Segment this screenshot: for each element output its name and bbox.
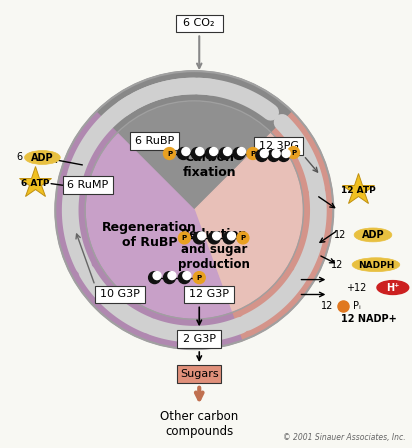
Circle shape	[268, 150, 280, 161]
Text: P: P	[250, 151, 255, 157]
Circle shape	[247, 147, 259, 159]
Text: Carbon
fixation: Carbon fixation	[183, 151, 236, 180]
Text: 10 G3P: 10 G3P	[100, 289, 140, 299]
Circle shape	[178, 232, 190, 244]
FancyBboxPatch shape	[63, 177, 113, 194]
Circle shape	[182, 147, 190, 155]
Circle shape	[256, 150, 268, 161]
Circle shape	[178, 271, 190, 284]
Ellipse shape	[354, 228, 392, 242]
Text: Reduction
and sugar
production: Reduction and sugar production	[178, 228, 250, 271]
Text: P: P	[291, 150, 296, 156]
Circle shape	[205, 147, 217, 159]
Circle shape	[237, 232, 249, 244]
Text: Sugars: Sugars	[180, 369, 218, 379]
Text: Pᵢ: Pᵢ	[353, 302, 361, 311]
Text: P: P	[182, 235, 187, 241]
Circle shape	[208, 232, 220, 244]
Ellipse shape	[25, 151, 60, 164]
Circle shape	[153, 271, 161, 280]
Circle shape	[237, 147, 246, 155]
Polygon shape	[85, 133, 232, 319]
Polygon shape	[232, 112, 333, 341]
Text: 6 CO₂: 6 CO₂	[183, 18, 215, 29]
Circle shape	[260, 150, 268, 158]
Circle shape	[272, 150, 280, 158]
Circle shape	[219, 147, 231, 159]
Circle shape	[193, 232, 205, 244]
Text: P: P	[240, 235, 246, 241]
FancyBboxPatch shape	[176, 14, 222, 32]
Circle shape	[233, 147, 245, 159]
Text: 6 RuBP: 6 RuBP	[135, 136, 174, 146]
Circle shape	[191, 147, 203, 159]
FancyBboxPatch shape	[95, 285, 145, 303]
Circle shape	[282, 150, 290, 158]
Circle shape	[198, 232, 206, 240]
Circle shape	[164, 147, 176, 159]
Circle shape	[278, 150, 290, 161]
Polygon shape	[117, 101, 272, 210]
Text: 6 RuMP: 6 RuMP	[68, 180, 109, 190]
FancyBboxPatch shape	[254, 137, 304, 155]
Circle shape	[183, 271, 191, 280]
Circle shape	[213, 232, 220, 240]
Polygon shape	[55, 112, 242, 349]
Circle shape	[168, 271, 176, 280]
Polygon shape	[96, 71, 293, 133]
Text: Regeneration
of RuBP: Regeneration of RuBP	[102, 221, 197, 249]
Ellipse shape	[352, 258, 400, 271]
Text: 6 ATP: 6 ATP	[21, 179, 50, 188]
Text: Other carbon
compounds: Other carbon compounds	[160, 409, 239, 438]
Text: 12: 12	[331, 260, 343, 270]
Text: 6: 6	[16, 152, 23, 163]
Text: 12 ATP: 12 ATP	[341, 186, 375, 195]
FancyBboxPatch shape	[184, 285, 234, 303]
Text: +12: +12	[346, 283, 366, 293]
Text: P: P	[167, 151, 172, 157]
Circle shape	[210, 147, 218, 155]
FancyBboxPatch shape	[178, 365, 221, 383]
Circle shape	[193, 271, 205, 284]
Text: 12: 12	[321, 302, 333, 311]
Text: NADPH: NADPH	[358, 261, 394, 270]
Text: 12: 12	[334, 230, 346, 240]
Polygon shape	[194, 133, 304, 313]
Circle shape	[178, 147, 190, 159]
FancyBboxPatch shape	[178, 330, 221, 348]
Text: H⁺: H⁺	[386, 283, 400, 293]
FancyBboxPatch shape	[130, 132, 179, 150]
Ellipse shape	[377, 280, 409, 294]
Circle shape	[164, 271, 176, 284]
Circle shape	[223, 232, 235, 244]
Text: ADP: ADP	[31, 153, 54, 163]
Circle shape	[224, 147, 232, 155]
Text: P: P	[197, 275, 202, 281]
Circle shape	[149, 271, 161, 284]
Text: 12 3PG: 12 3PG	[259, 141, 299, 151]
Text: 12 NADP+: 12 NADP+	[341, 314, 397, 324]
Circle shape	[227, 232, 236, 240]
Circle shape	[288, 146, 300, 159]
Text: 12 G3P: 12 G3P	[189, 289, 229, 299]
Text: © 2001 Sinauer Associates, Inc.: © 2001 Sinauer Associates, Inc.	[283, 433, 406, 443]
Text: ADP: ADP	[362, 230, 384, 241]
Circle shape	[196, 147, 204, 155]
Text: 2 G3P: 2 G3P	[183, 334, 216, 344]
